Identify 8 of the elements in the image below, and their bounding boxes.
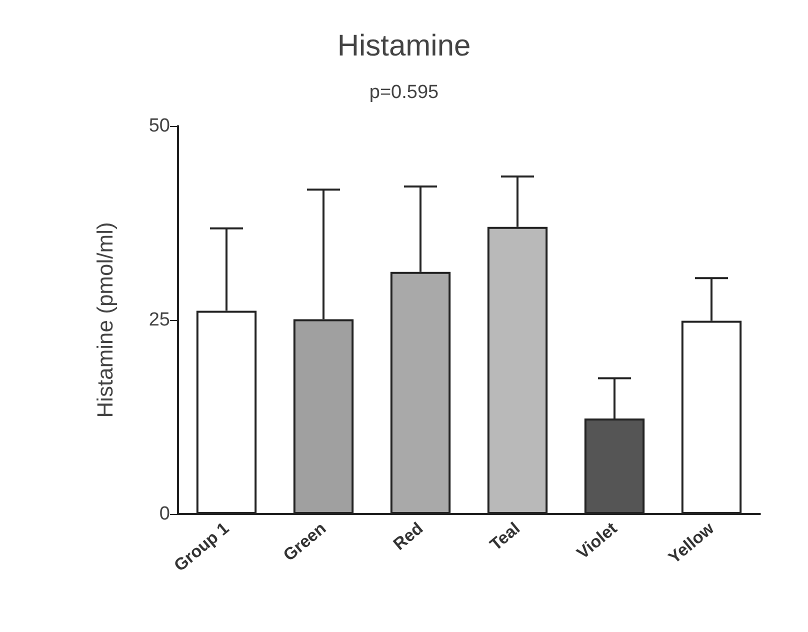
y-tick-label: 0 bbox=[159, 504, 170, 524]
x-tick-label: Teal bbox=[486, 518, 524, 554]
y-tick-label: 50 bbox=[148, 116, 170, 136]
y-axis-title: Histamine (pmol/ml) bbox=[92, 222, 118, 418]
chart-title: Histamine bbox=[337, 30, 471, 62]
x-tick-label: Red bbox=[390, 518, 427, 554]
y-tick-label: 25 bbox=[148, 310, 170, 330]
text: p=0.595 bbox=[369, 82, 439, 103]
